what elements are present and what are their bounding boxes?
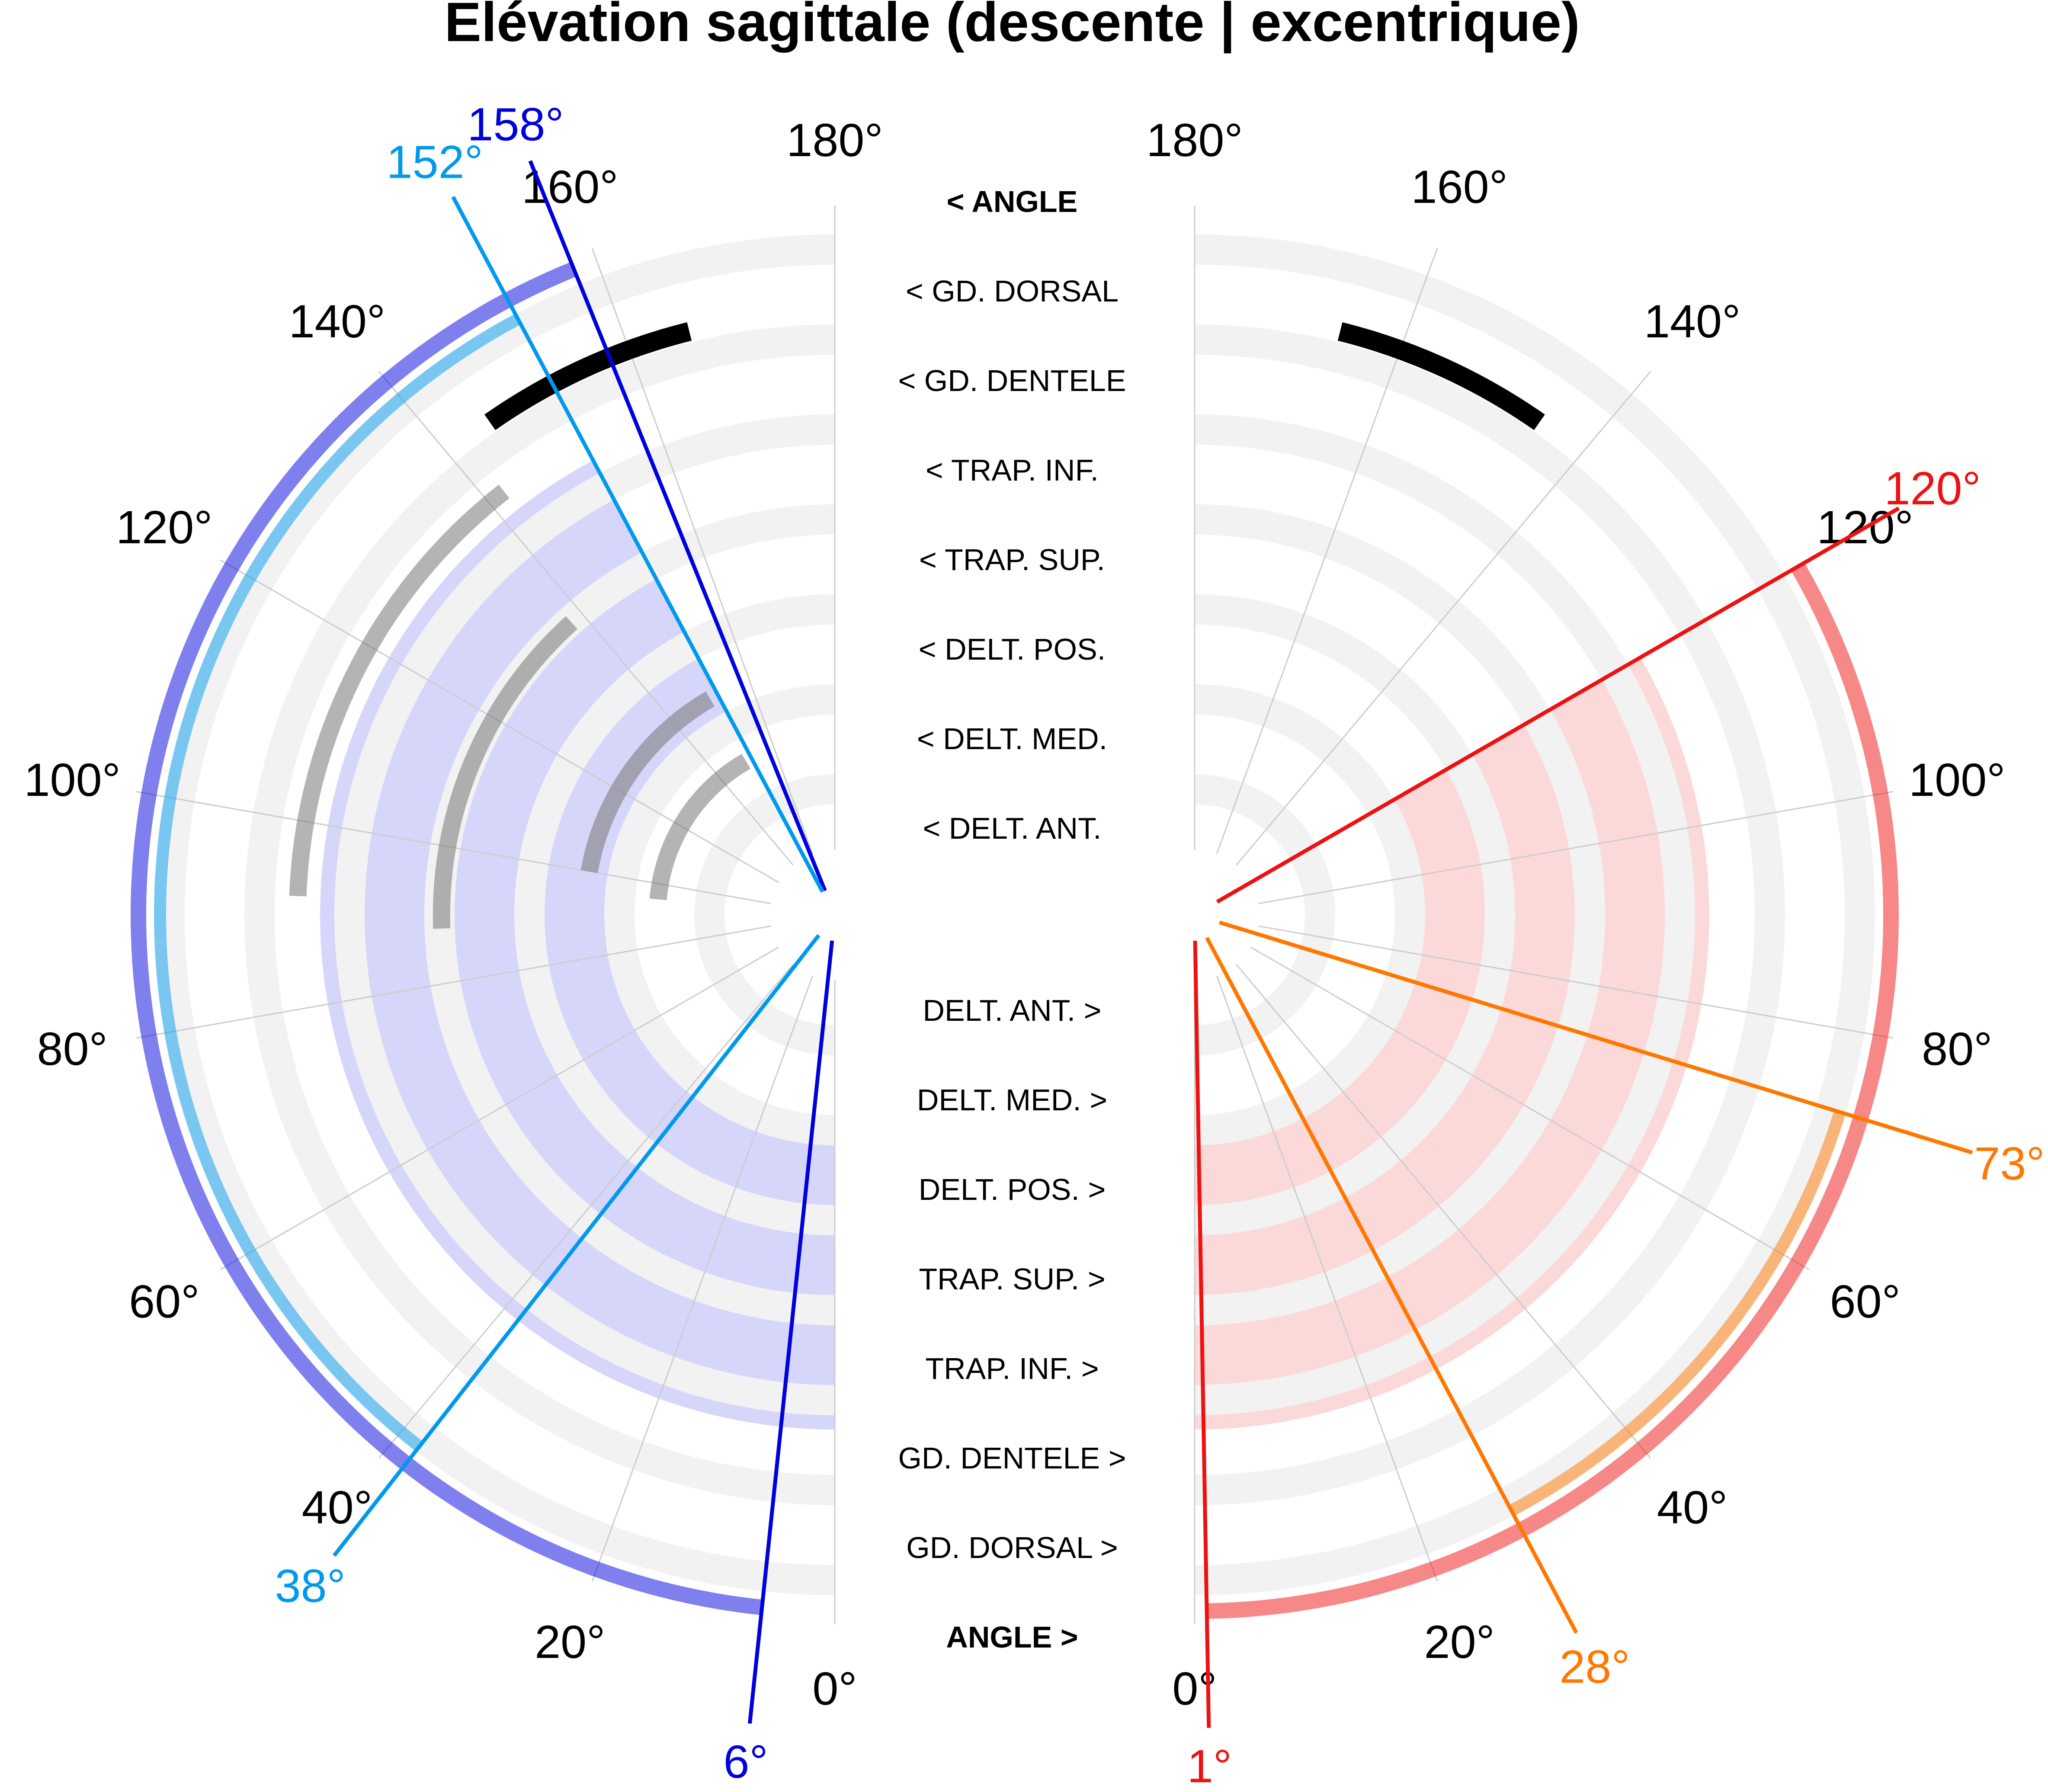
- left-gridline-3: [220, 946, 779, 1270]
- left-tick-label-5: 100°: [24, 753, 120, 806]
- left-activation-bar-3: [649, 753, 751, 901]
- muscle-label-top-3: < TRAP. INF.: [926, 453, 1099, 487]
- left-tick-label-3: 60°: [129, 1275, 199, 1327]
- right-gridline-4: [1258, 925, 1894, 1039]
- left-annotation-label-1: 152°: [386, 136, 483, 188]
- right-tick-label-8: 160°: [1411, 160, 1508, 213]
- right-gridline-3: [1250, 946, 1810, 1270]
- right-outer-range-arc: [1206, 563, 1899, 1619]
- left-annotation-ray-0: [528, 160, 827, 892]
- left-activation-bar-1: [433, 616, 578, 929]
- muscle-label-top-2: < GD. DENTELE: [898, 364, 1126, 398]
- right-annotation-label-3: 1°: [1187, 1740, 1232, 1792]
- right-annotation-label-0: 120°: [1884, 462, 1981, 514]
- right-track-5: [1194, 324, 1785, 1505]
- right-secondary-range-arc: [1508, 1110, 1846, 1516]
- right-track-1: [1194, 684, 1425, 1145]
- left-tick-label-0: 0°: [812, 1662, 857, 1715]
- left-track-4: [334, 414, 835, 1415]
- right-track-0: [1194, 774, 1335, 1055]
- right-tick-label-5: 100°: [1909, 753, 2005, 806]
- left-tick-label-9: 180°: [786, 114, 883, 166]
- right-tick-label-9: 180°: [1146, 114, 1243, 166]
- right-gridline-1: [1216, 975, 1438, 1582]
- left-track-6: [154, 234, 835, 1595]
- chart-title: Elévation sagittale (descente | excentri…: [444, 0, 1580, 54]
- muscle-label-bottom-3: TRAP. SUP. >: [919, 1262, 1105, 1296]
- muscle-label-top-7: < DELT. ANT.: [923, 811, 1101, 845]
- left-annotation-label-0: 158°: [467, 98, 564, 150]
- right-tick-label-2: 40°: [1657, 1481, 1727, 1533]
- muscle-label-top-0: < ANGLE: [947, 185, 1078, 218]
- muscle-label-top-4: < TRAP. SUP.: [919, 543, 1105, 577]
- right-annotation-ray-3: [1193, 940, 1211, 1728]
- left-activation-bar-0: [289, 484, 510, 897]
- left-tick-label-4: 80°: [37, 1023, 108, 1075]
- right-track-4: [1194, 414, 1695, 1415]
- muscle-label-bottom-1: DELT. MED. >: [917, 1083, 1107, 1117]
- muscle-label-bottom-0: DELT. ANT. >: [923, 994, 1101, 1027]
- right-polar-panel: 0°20°40°60°80°100°120°140°160°180°120°73…: [1146, 114, 2045, 1792]
- right-annotation-ray-1: [1219, 920, 1973, 1154]
- left-annotation-ray-1: [451, 196, 824, 893]
- left-annotation-label-2: 38°: [275, 1559, 345, 1612]
- right-annotation-ray-0: [1216, 507, 1900, 904]
- muscle-label-bottom-2: DELT. POS. >: [919, 1173, 1106, 1206]
- muscle-label-bottom-7: ANGLE >: [946, 1620, 1078, 1654]
- left-track-2: [514, 594, 835, 1235]
- left-gridline-4: [136, 925, 771, 1039]
- right-tick-label-1: 20°: [1424, 1616, 1495, 1668]
- left-angle-arc: [484, 322, 692, 430]
- left-outer-range-arc: [131, 262, 763, 1616]
- muscle-label-bottom-4: TRAP. INF. >: [925, 1352, 1099, 1385]
- left-track-5: [244, 324, 835, 1505]
- right-gridline-7: [1236, 371, 1651, 866]
- right-tick-label-7: 140°: [1644, 295, 1740, 347]
- left-gridline-2: [378, 964, 794, 1459]
- right-tick-label-3: 60°: [1830, 1275, 1901, 1327]
- left-tick-label-8: 160°: [522, 160, 618, 213]
- right-track-2: [1194, 594, 1515, 1235]
- right-gridline-5: [1258, 791, 1894, 904]
- right-annotation-label-1: 73°: [1974, 1137, 2045, 1189]
- left-annotation-ray-2: [333, 934, 820, 1557]
- muscle-label-bottom-5: GD. DENTELE >: [898, 1441, 1126, 1475]
- right-track-3: [1194, 504, 1605, 1325]
- right-track-6: [1194, 234, 1875, 1595]
- left-track-1: [604, 684, 835, 1145]
- right-tick-label-4: 80°: [1922, 1023, 1992, 1075]
- muscle-label-top-1: < GD. DORSAL: [906, 274, 1119, 308]
- left-polar-panel: 0° 20° 40° 60° 80° 100° 120° 140° 160° 180° 158°15…: [24, 98, 883, 1788]
- left-tick-label-1: 20°: [535, 1616, 605, 1668]
- muscle-labels: < ANGLE < GD. DORSAL < GD. DENTELE < TRAP. …: [898, 185, 1126, 1654]
- left-gridline-1: [591, 975, 814, 1582]
- left-annotation-ray-3: [748, 940, 834, 1724]
- right-annotation-ray-2: [1205, 936, 1578, 1634]
- muscle-label-top-6: < DELT. MED.: [917, 722, 1107, 756]
- left-secondary-range-arc: [154, 314, 521, 1452]
- left-tick-label-6: 120°: [116, 501, 212, 553]
- left-tick-label-7: 140°: [289, 295, 385, 347]
- left-tick-label-2: 40°: [302, 1481, 372, 1533]
- right-annotation-label-2: 28°: [1559, 1640, 1630, 1693]
- right-gridline-2: [1236, 964, 1651, 1459]
- muscle-label-bottom-6: GD. DORSAL >: [906, 1531, 1118, 1564]
- left-activation-bar-2: [580, 691, 715, 873]
- left-track-0: [694, 774, 835, 1055]
- muscle-label-top-5: < DELT. POS.: [919, 632, 1106, 666]
- right-angle-arc: [1337, 322, 1545, 430]
- left-annotation-label-3: 6°: [723, 1735, 768, 1788]
